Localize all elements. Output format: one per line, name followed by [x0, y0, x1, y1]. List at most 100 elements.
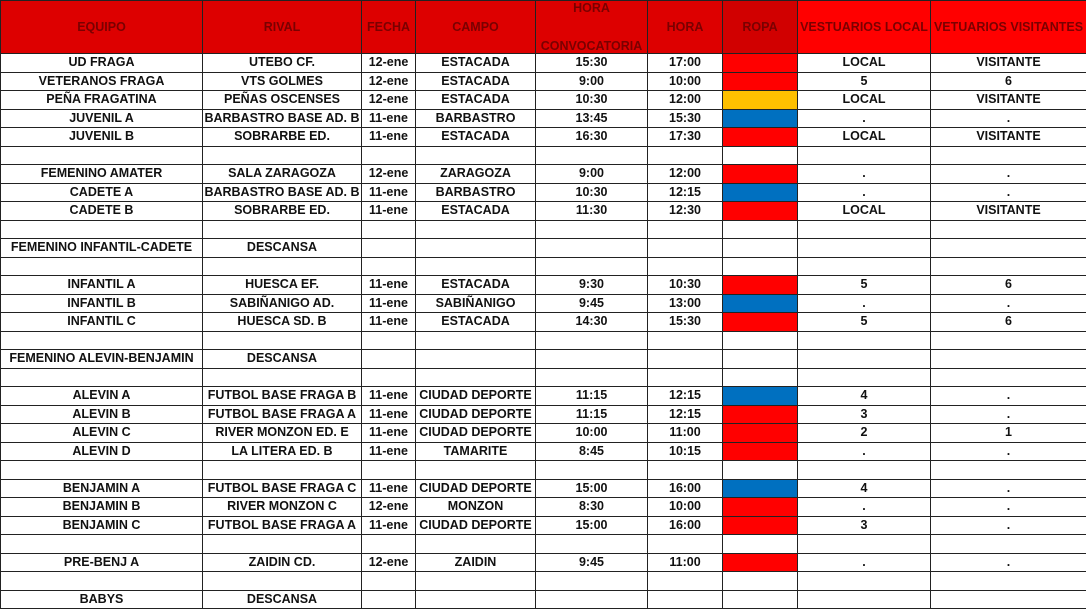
cell-equipo[interactable]: PEÑA FRAGATINA — [1, 91, 203, 110]
cell-ropa-color[interactable] — [723, 405, 798, 424]
cell-ropa-color[interactable] — [723, 202, 798, 221]
cell-rival[interactable]: FUTBOL BASE FRAGA A — [203, 405, 362, 424]
cell-conv[interactable]: 9:45 — [536, 294, 648, 313]
cell-ropa-color[interactable] — [723, 424, 798, 443]
cell-campo[interactable]: ESTACADA — [416, 54, 536, 73]
cell-visit[interactable]: 6 — [931, 313, 1086, 332]
cell-ropa-color[interactable] — [723, 239, 798, 258]
cell-local[interactable]: . — [798, 165, 931, 184]
cell-visit[interactable]: . — [931, 387, 1086, 406]
cell-local[interactable] — [798, 220, 931, 239]
cell-fecha[interactable]: 11-ene — [362, 202, 416, 221]
cell-hora[interactable] — [648, 220, 723, 239]
cell-ropa-color[interactable] — [723, 368, 798, 387]
cell-visit[interactable] — [931, 350, 1086, 369]
cell-rival[interactable]: DESCANSA — [203, 590, 362, 609]
cell-local[interactable]: . — [798, 109, 931, 128]
cell-conv[interactable] — [536, 146, 648, 165]
cell-fecha[interactable]: 11-ene — [362, 516, 416, 535]
cell-equipo[interactable]: FEMENINO ALEVIN-BENJAMIN — [1, 350, 203, 369]
cell-campo[interactable]: CIUDAD DEPORTE — [416, 479, 536, 498]
cell-local[interactable]: LOCAL — [798, 202, 931, 221]
cell-local[interactable] — [798, 350, 931, 369]
cell-hora[interactable] — [648, 239, 723, 258]
cell-rival[interactable]: DESCANSA — [203, 350, 362, 369]
cell-campo[interactable]: BARBASTRO — [416, 183, 536, 202]
cell-visit[interactable]: . — [931, 442, 1086, 461]
cell-ropa-color[interactable] — [723, 350, 798, 369]
cell-conv[interactable]: 10:30 — [536, 183, 648, 202]
cell-equipo[interactable] — [1, 461, 203, 480]
cell-visit[interactable]: . — [931, 165, 1086, 184]
cell-fecha[interactable]: 11-ene — [362, 128, 416, 147]
cell-rival[interactable]: UTEBO CF. — [203, 54, 362, 73]
cell-local[interactable] — [798, 146, 931, 165]
cell-conv[interactable] — [536, 257, 648, 276]
cell-visit[interactable] — [931, 535, 1086, 554]
cell-hora[interactable]: 10:00 — [648, 72, 723, 91]
cell-equipo[interactable]: ALEVIN C — [1, 424, 203, 443]
cell-rival[interactable]: SOBRARBE ED. — [203, 202, 362, 221]
cell-fecha[interactable] — [362, 368, 416, 387]
cell-conv[interactable]: 8:30 — [536, 498, 648, 517]
cell-fecha[interactable]: 12-ene — [362, 91, 416, 110]
cell-fecha[interactable]: 12-ene — [362, 498, 416, 517]
cell-visit[interactable] — [931, 331, 1086, 350]
cell-hora[interactable] — [648, 590, 723, 609]
cell-hora[interactable] — [648, 368, 723, 387]
cell-hora[interactable]: 15:30 — [648, 313, 723, 332]
cell-conv[interactable]: 9:00 — [536, 165, 648, 184]
cell-campo[interactable] — [416, 572, 536, 591]
cell-conv[interactable]: 9:00 — [536, 72, 648, 91]
cell-fecha[interactable]: 12-ene — [362, 165, 416, 184]
cell-local[interactable] — [798, 572, 931, 591]
cell-ropa-color[interactable] — [723, 220, 798, 239]
cell-visit[interactable]: . — [931, 479, 1086, 498]
cell-hora[interactable] — [648, 350, 723, 369]
cell-fecha[interactable] — [362, 461, 416, 480]
cell-equipo[interactable]: BENJAMIN A — [1, 479, 203, 498]
cell-rival[interactable]: FUTBOL BASE FRAGA B — [203, 387, 362, 406]
cell-conv[interactable] — [536, 368, 648, 387]
cell-equipo[interactable]: FEMENINO AMATER — [1, 165, 203, 184]
cell-visit[interactable]: . — [931, 498, 1086, 517]
cell-fecha[interactable] — [362, 572, 416, 591]
cell-campo[interactable]: TAMARITE — [416, 442, 536, 461]
cell-fecha[interactable]: 11-ene — [362, 294, 416, 313]
cell-fecha[interactable]: 11-ene — [362, 183, 416, 202]
cell-visit[interactable]: VISITANTE — [931, 128, 1086, 147]
cell-hora[interactable]: 10:15 — [648, 442, 723, 461]
cell-conv[interactable]: 11:15 — [536, 405, 648, 424]
cell-visit[interactable]: 6 — [931, 276, 1086, 295]
cell-campo[interactable]: ESTACADA — [416, 276, 536, 295]
cell-rival[interactable] — [203, 572, 362, 591]
cell-equipo[interactable]: CADETE A — [1, 183, 203, 202]
cell-ropa-color[interactable] — [723, 294, 798, 313]
cell-visit[interactable] — [931, 220, 1086, 239]
cell-ropa-color[interactable] — [723, 72, 798, 91]
cell-fecha[interactable]: 11-ene — [362, 424, 416, 443]
cell-conv[interactable]: 10:00 — [536, 424, 648, 443]
cell-rival[interactable] — [203, 331, 362, 350]
cell-campo[interactable]: CIUDAD DEPORTE — [416, 387, 536, 406]
cell-ropa-color[interactable] — [723, 313, 798, 332]
cell-visit[interactable] — [931, 257, 1086, 276]
cell-visit[interactable] — [931, 146, 1086, 165]
cell-local[interactable]: . — [798, 294, 931, 313]
cell-campo[interactable]: ESTACADA — [416, 313, 536, 332]
cell-hora[interactable]: 12:00 — [648, 165, 723, 184]
cell-campo[interactable]: ESTACADA — [416, 72, 536, 91]
cell-local[interactable]: . — [798, 442, 931, 461]
cell-conv[interactable]: 9:45 — [536, 553, 648, 572]
cell-ropa-color[interactable] — [723, 479, 798, 498]
cell-ropa-color[interactable] — [723, 516, 798, 535]
cell-conv[interactable]: 15:00 — [536, 516, 648, 535]
cell-equipo[interactable]: UD FRAGA — [1, 54, 203, 73]
cell-campo[interactable]: MONZON — [416, 498, 536, 517]
cell-equipo[interactable]: ALEVIN B — [1, 405, 203, 424]
cell-ropa-color[interactable] — [723, 183, 798, 202]
cell-ropa-color[interactable] — [723, 442, 798, 461]
cell-ropa-color[interactable] — [723, 109, 798, 128]
cell-hora[interactable] — [648, 535, 723, 554]
cell-local[interactable]: 4 — [798, 387, 931, 406]
